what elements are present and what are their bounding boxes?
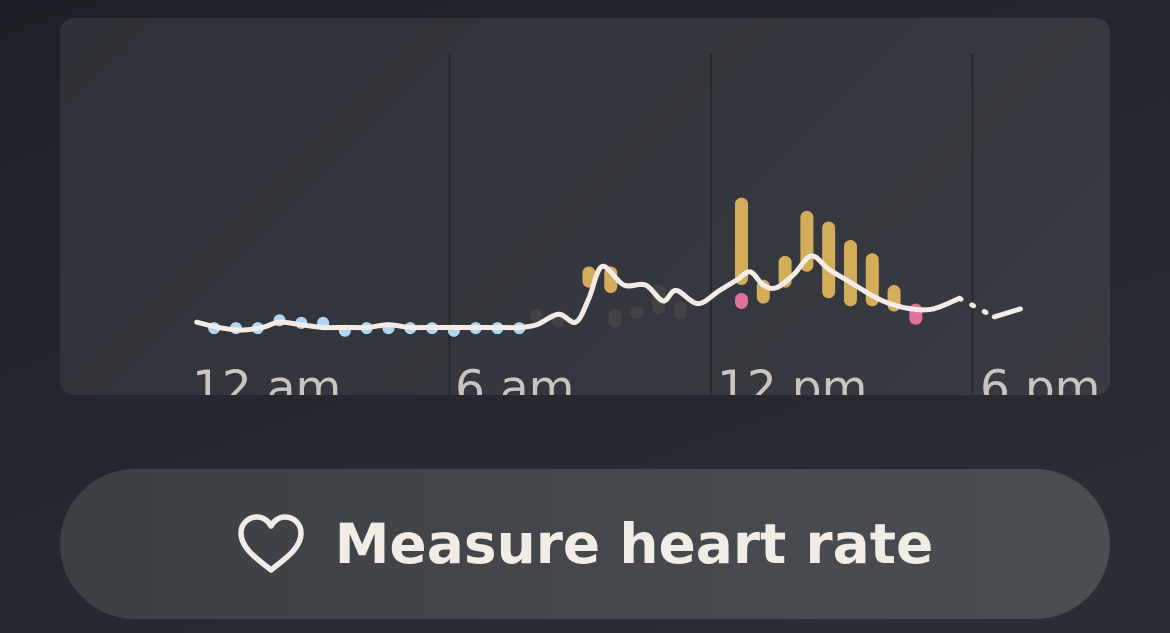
measure-heart-rate-label: Measure heart rate (334, 512, 934, 576)
active-range-bar (843, 240, 857, 307)
gap-dotted-path (956, 295, 997, 320)
x-tick-label: 6 pm (980, 361, 1100, 395)
heart-rate-line-path (194, 253, 962, 333)
x-tick-label: 12 am (192, 361, 341, 395)
high-range-bar (735, 293, 749, 309)
heart-outline-icon (237, 514, 304, 573)
x-tick-label: 12 pm (717, 361, 867, 395)
dim-range-bar (673, 300, 687, 320)
dim-range-bar (530, 308, 544, 322)
dim-range-bar (608, 308, 622, 328)
active-range-bar (822, 221, 836, 299)
active-range-bar (735, 197, 749, 286)
dim-range-bar (630, 306, 644, 320)
x-tick-label: 6 am (455, 361, 574, 395)
measure-heart-rate-button[interactable]: Measure heart rate (60, 469, 1110, 619)
heart-rate-line-tail-path (991, 306, 1023, 320)
